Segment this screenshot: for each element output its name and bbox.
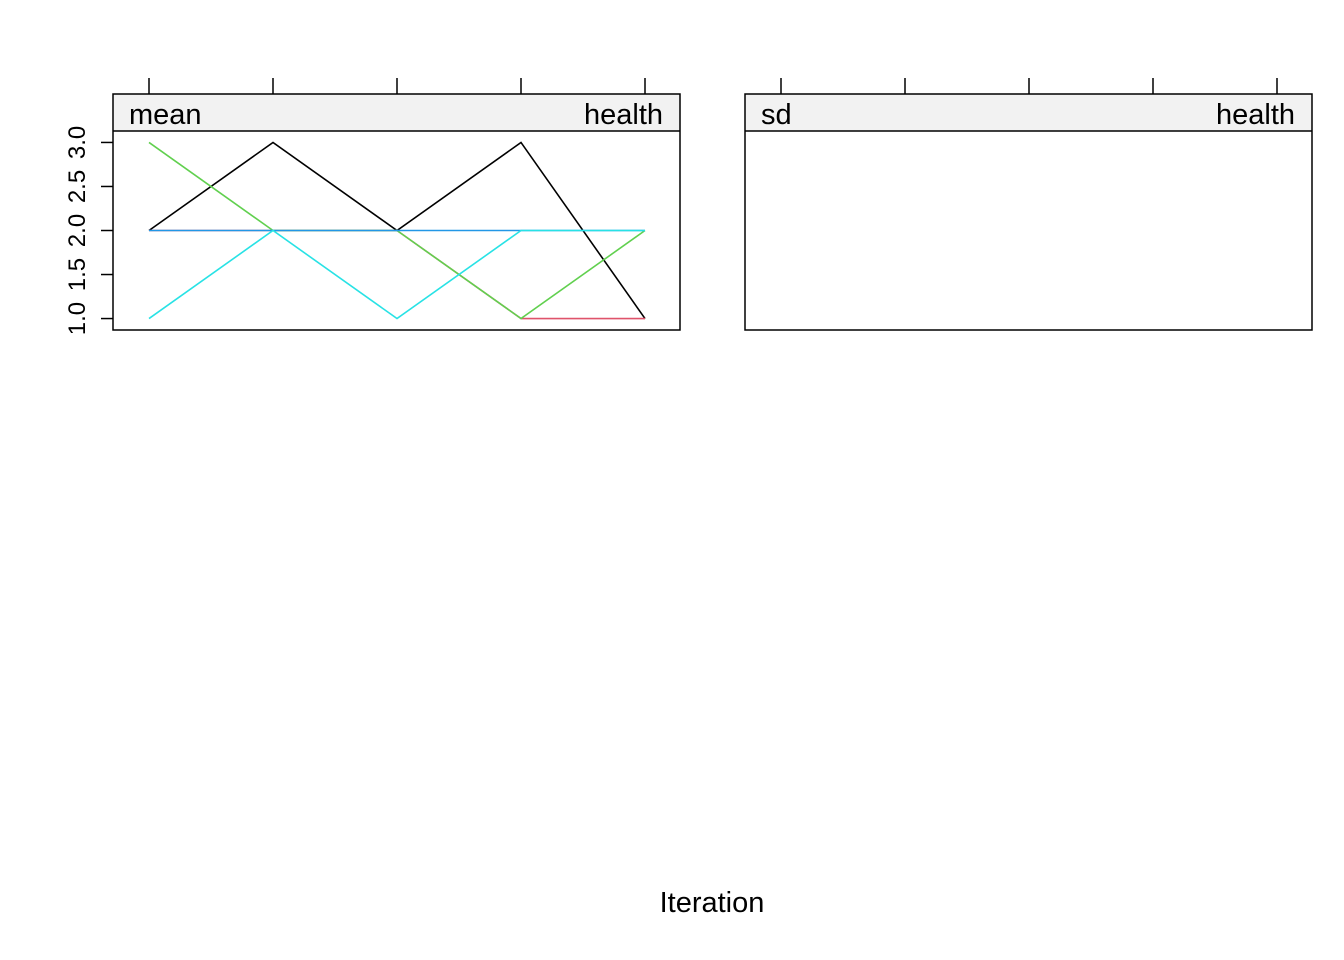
strip-background [745,94,1312,131]
y-tick-label: 3.0 [64,126,91,159]
y-tick-label: 1.0 [64,302,91,335]
x-ticks [148,78,646,94]
panel-sd: sd health [744,78,1313,331]
strip-label-left: sd [761,99,792,131]
series-line-5 [148,229,645,320]
strip-label-right: health [1216,99,1295,131]
strip-background [113,94,680,131]
panel-mean: mean health 1.0 1.5 2.0 2.5 3.0 [64,78,681,335]
y-tick-label: 1.5 [64,258,91,291]
strip-label-left: mean [129,99,202,131]
series-line-2 [149,229,645,320]
y-axis: 1.0 1.5 2.0 2.5 3.0 [64,126,113,335]
x-axis-label: Iteration [660,887,765,919]
strip-label-right: health [584,99,663,131]
y-tick-label: 2.0 [64,214,91,247]
y-tick-label: 2.5 [64,170,91,203]
x-ticks [780,78,1278,94]
series-lines [148,141,646,320]
